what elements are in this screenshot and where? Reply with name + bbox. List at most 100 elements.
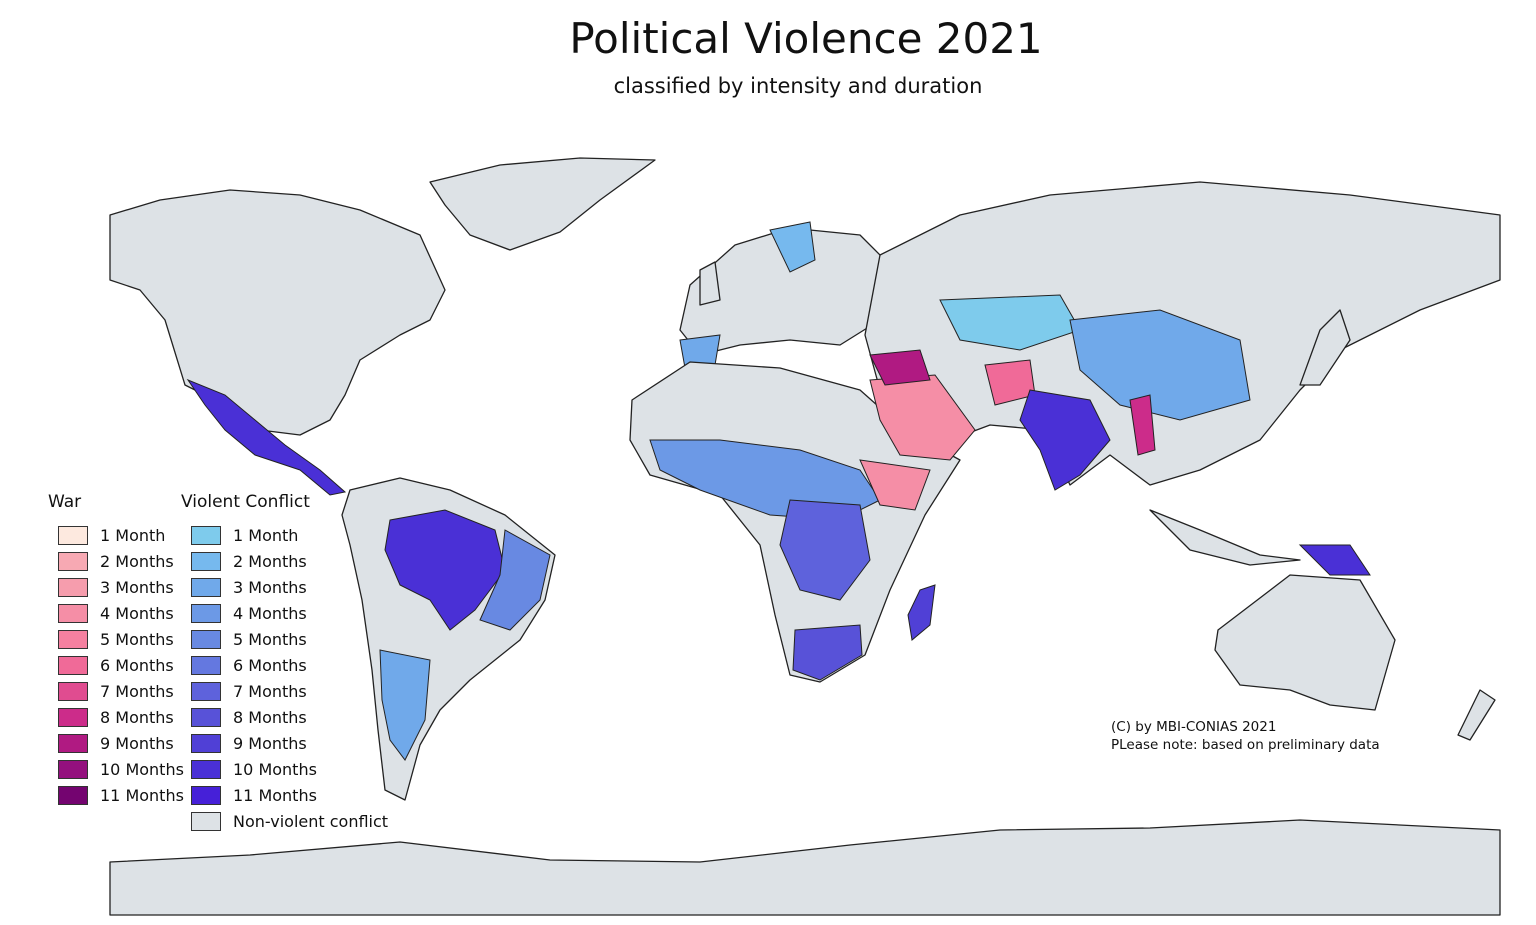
- syria-iraq-war: [869, 349, 931, 386]
- antarctica: [109, 819, 1501, 916]
- legend-label: 10 Months: [100, 759, 184, 779]
- legend-label: 1 Month: [233, 525, 299, 545]
- legend-label: 8 Months: [233, 707, 307, 727]
- central-asia-zone: [939, 294, 1081, 351]
- legend-label: 3 Months: [233, 577, 307, 597]
- indonesia: [1149, 509, 1301, 566]
- myanmar-war: [1129, 394, 1156, 456]
- credit-line-1: (C) by MBI-CONIAS 2021: [1111, 719, 1277, 735]
- credit: (C) by MBI-CONIAS 2021 PLease note: base…: [1111, 718, 1380, 754]
- legend-item: 2 Months: [181, 548, 388, 574]
- legend-item: 10 Months: [181, 756, 388, 782]
- legend-label: 6 Months: [100, 655, 174, 675]
- legend-item: 1 Month: [181, 522, 388, 548]
- legend-swatch: [191, 785, 221, 805]
- legend-swatch: [191, 525, 221, 545]
- legend-item: 8 Months: [181, 704, 388, 730]
- north-america: [109, 189, 446, 436]
- legend-item: 1 Month: [48, 522, 184, 548]
- legend-label: 11 Months: [233, 785, 317, 805]
- legend-label: 11 Months: [100, 785, 184, 805]
- legend-swatch: [58, 707, 88, 727]
- legend-swatch: [191, 811, 221, 831]
- madagascar: [907, 584, 936, 641]
- legend-swatch: [58, 551, 88, 571]
- middle-east-war: [869, 374, 976, 461]
- legend-label: 5 Months: [233, 629, 307, 649]
- legend-swatch: [58, 603, 88, 623]
- new-guinea: [1298, 544, 1371, 576]
- legend-item: 3 Months: [181, 574, 388, 600]
- legend-swatch: [191, 759, 221, 779]
- legend-item: 3 Months: [48, 574, 184, 600]
- legend-swatch: [58, 681, 88, 701]
- legend-label: 7 Months: [233, 681, 307, 701]
- legend-swatch: [191, 551, 221, 571]
- legend-swatch: [58, 733, 88, 753]
- china-zone: [1069, 309, 1251, 421]
- legend-label: Non-violent conflict: [233, 811, 389, 831]
- legend-item: 8 Months: [48, 704, 184, 730]
- legend-item: 4 Months: [181, 600, 388, 626]
- legend-swatch: [191, 577, 221, 597]
- legend-swatch: [58, 759, 88, 779]
- legend-label: 2 Months: [233, 551, 307, 571]
- legend-label: 6 Months: [233, 655, 307, 675]
- legend-item: 7 Months: [181, 678, 388, 704]
- legend-label: 7 Months: [100, 681, 174, 701]
- legend-item: 10 Months: [48, 756, 184, 782]
- legend-swatch: [58, 629, 88, 649]
- legend-swatch: [58, 577, 88, 597]
- legend-swatch: [191, 681, 221, 701]
- legend-label: 10 Months: [233, 759, 317, 779]
- legend-label: 2 Months: [100, 551, 174, 571]
- central-america: [186, 378, 347, 496]
- credit-line-2: PLease note: based on preliminary data: [1111, 737, 1380, 753]
- legend-label: 8 Months: [100, 707, 174, 727]
- australia: [1214, 574, 1396, 711]
- east-africa-war: [859, 459, 931, 511]
- map-title: Political Violence 2021: [569, 14, 1043, 63]
- legend-vc-heading: Violent Conflict: [181, 492, 310, 512]
- legend-war: War 1 Month 2 Months 3 Months 4 Months 5 Mon…: [48, 492, 184, 808]
- japan: [1299, 309, 1351, 386]
- legend-item: 4 Months: [48, 600, 184, 626]
- legend-label: 1 Month: [100, 525, 166, 545]
- brazil-region: [384, 509, 506, 631]
- legend-item: Non-violent conflict: [181, 808, 388, 834]
- legend-war-heading: War: [48, 492, 82, 512]
- legend-label: 3 Months: [100, 577, 174, 597]
- legend-item: 7 Months: [48, 678, 184, 704]
- legend-item: 2 Months: [48, 548, 184, 574]
- uk: [699, 261, 721, 306]
- legend-item: 11 Months: [181, 782, 388, 808]
- legend-swatch: [191, 655, 221, 675]
- legend-item: 5 Months: [181, 626, 388, 652]
- legend-swatch: [191, 629, 221, 649]
- scandinavia-zone: [769, 221, 816, 273]
- central-africa-zone: [779, 499, 871, 601]
- legend-item: 6 Months: [48, 652, 184, 678]
- legend-swatch: [191, 707, 221, 727]
- sa-south: [379, 649, 431, 761]
- legend-swatch: [58, 525, 88, 545]
- southern-africa-zone: [792, 624, 863, 681]
- legend-violent-conflict: Violent Conflict 1 Month 2 Months 3 Months…: [181, 492, 388, 834]
- new-zealand: [1457, 689, 1496, 741]
- legend-item: 9 Months: [181, 730, 388, 756]
- legend-label: 9 Months: [233, 733, 307, 753]
- legend-swatch: [58, 655, 88, 675]
- legend-item: 5 Months: [48, 626, 184, 652]
- legend-swatch: [191, 603, 221, 623]
- india-zone: [1019, 389, 1111, 491]
- legend-item: 6 Months: [181, 652, 388, 678]
- legend-label: 4 Months: [100, 603, 174, 623]
- legend-swatch: [191, 733, 221, 753]
- greenland: [429, 157, 656, 251]
- legend-item: 9 Months: [48, 730, 184, 756]
- legend-label: 9 Months: [100, 733, 174, 753]
- sa-east: [479, 529, 551, 631]
- map-subtitle: classified by intensity and duration: [613, 74, 983, 98]
- legend-swatch: [58, 785, 88, 805]
